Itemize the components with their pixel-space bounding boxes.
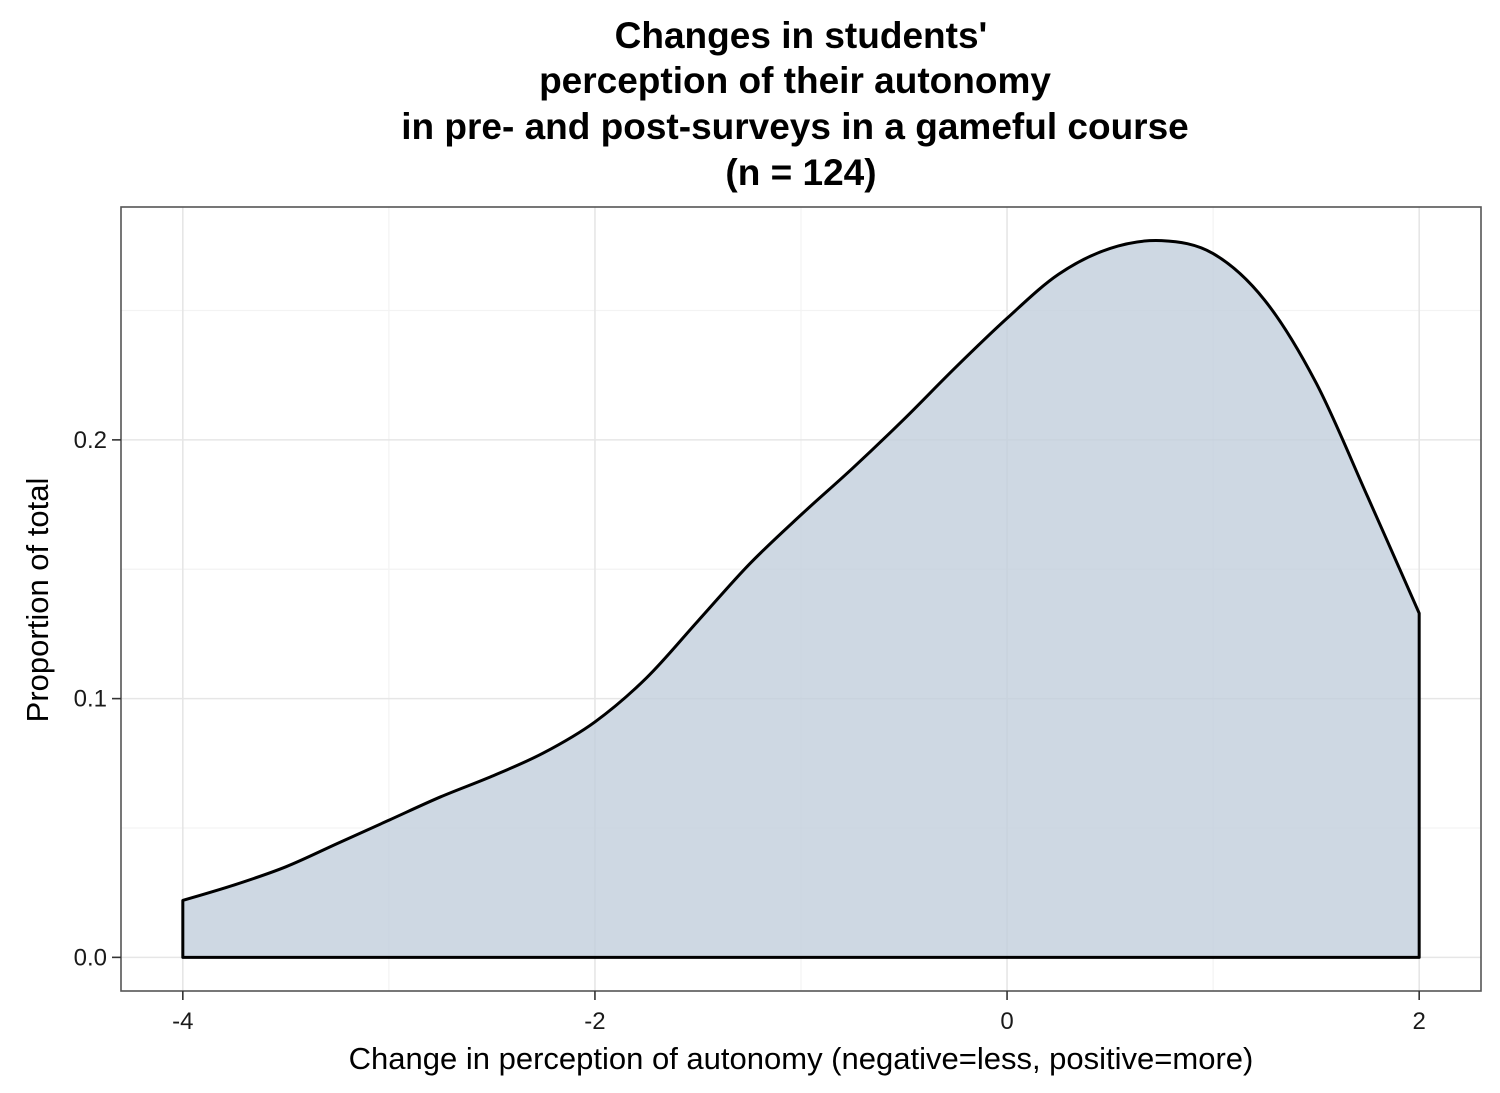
x-tick-label: -2: [584, 1008, 605, 1035]
title-line-3: in pre- and post-surveys in a gameful co…: [401, 106, 1188, 147]
y-axis-title: Proportion of total: [20, 478, 55, 723]
title-line-4: (n = 124): [725, 152, 876, 193]
chart-title: Changes in students' perception of their…: [401, 15, 1188, 193]
title-line-2: perception of their autonomy: [539, 60, 1051, 101]
y-tick-label: 0.0: [74, 944, 107, 971]
y-tick-label: 0.1: [74, 686, 107, 713]
x-tick-label: 2: [1413, 1008, 1426, 1035]
title-line-1: Changes in students': [615, 15, 988, 56]
x-axis-title: Change in perception of autonomy (negati…: [349, 1041, 1254, 1076]
x-tick-label: -4: [172, 1008, 193, 1035]
panel-border: [120, 206, 1482, 992]
y-tick-label: 0.2: [74, 427, 107, 454]
x-tick-label: 0: [1000, 1008, 1013, 1035]
density-area: [181, 238, 1421, 959]
plot-panel: -4 -2 0 2 0.0 0.1 0.2: [74, 206, 1482, 1035]
